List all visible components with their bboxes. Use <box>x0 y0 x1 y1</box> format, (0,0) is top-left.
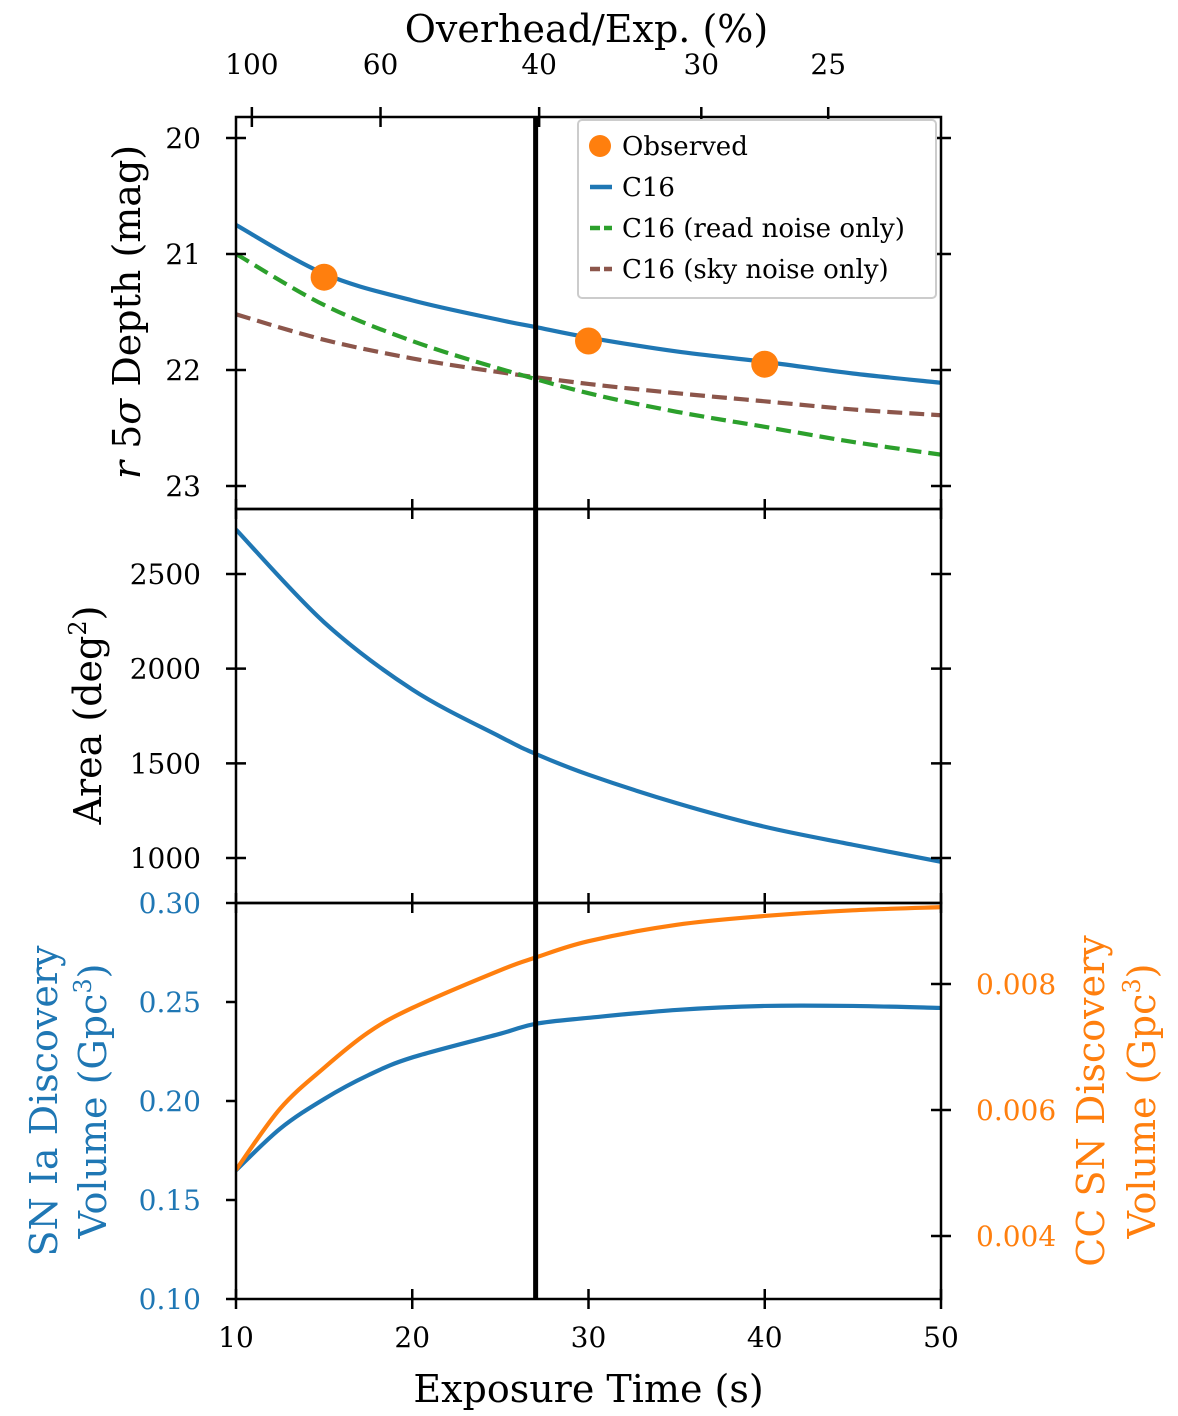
series-line-read-noise <box>236 252 941 457</box>
series-line-snia-volume <box>236 1003 941 1172</box>
observed-point-1 <box>310 263 338 291</box>
series-line-cc-volume <box>236 905 941 1172</box>
area-y-tick-label: 1500 <box>130 747 201 780</box>
area-y-tick-label: 2000 <box>130 653 201 686</box>
depth-y-label-r: r <box>105 458 149 479</box>
depth-y-label-rest: Depth (mag) <box>105 145 149 399</box>
depth-y-label-sigma: σ <box>105 398 149 425</box>
top-tick-label: 25 <box>810 48 846 81</box>
volume-left-tick-label: 0.15 <box>139 1184 201 1217</box>
volume-left-label-line2: Volume (Gpc3) <box>69 964 115 1240</box>
top-axis-label: Overhead/Exp. (%) <box>405 7 768 51</box>
volume-right-tick-label: 0.008 <box>976 968 1056 1001</box>
area-panel-frame <box>234 507 943 905</box>
legend-marker-observed <box>589 135 611 157</box>
volume-right-tick-label: 0.006 <box>976 1094 1056 1127</box>
x-tick-label: 20 <box>394 1321 430 1354</box>
observed-point-2 <box>575 327 602 355</box>
observed-point-3 <box>751 350 779 378</box>
legend: Observed C16 C16 (read noise only) C16 (sky… <box>577 119 937 299</box>
legend-label-c16: C16 <box>622 173 675 203</box>
volume-left-tick-label: 0.30 <box>139 887 201 920</box>
volume-left-label-line1: SN Ia Discovery <box>22 945 66 1257</box>
volume-left-tick-label: 0.10 <box>139 1283 201 1316</box>
x-tick-label: 10 <box>218 1321 254 1354</box>
legend-label-read: C16 (read noise only) <box>622 214 905 244</box>
area-y-axis-label: Area (deg2) <box>64 606 110 826</box>
x-tick-label: 40 <box>747 1321 783 1354</box>
area-y-label-main: Area (deg <box>66 636 110 826</box>
area-y-tick-label: 2500 <box>130 558 201 591</box>
top-tick-label: 100 <box>225 48 278 81</box>
area-y-label-close: ) <box>66 606 110 621</box>
top-tick-label: 30 <box>683 48 719 81</box>
area-y-label-sup: 2 <box>64 620 92 635</box>
legend-label-observed: Observed <box>622 132 748 162</box>
depth-y-tick-label: 21 <box>165 238 201 271</box>
series-line-c16 <box>236 223 941 385</box>
x-tick-label: 50 <box>923 1321 959 1354</box>
x-axis-label: Exposure Time (s) <box>413 1367 763 1411</box>
depth-y-tick-label: 20 <box>165 122 201 155</box>
legend-box <box>577 119 937 299</box>
depth-y-tick-label: 22 <box>165 354 201 387</box>
volume-right-tick-label: 0.004 <box>976 1220 1056 1253</box>
series-line-sky-noise <box>236 312 941 418</box>
top-tick-label: 40 <box>521 48 557 81</box>
top-tick-label: 60 <box>363 48 399 81</box>
legend-label-sky: C16 (sky noise only) <box>622 255 889 285</box>
x-tick-label: 30 <box>571 1321 607 1354</box>
series-line-area <box>236 528 941 864</box>
volume-right-label-line2: Volume (Gpc3) <box>1118 964 1164 1240</box>
volume-panel-frame <box>234 901 943 1301</box>
depth-y-tick-label: 23 <box>165 470 201 503</box>
volume-right-label-line1: CC SN Discovery <box>1069 935 1113 1267</box>
volume-left-tick-label: 0.25 <box>139 986 201 1019</box>
area-y-tick-label: 1000 <box>130 842 201 875</box>
depth-y-axis-label: r 5σ Depth (mag) <box>105 145 149 479</box>
depth-y-label-5: 5 <box>105 425 149 461</box>
volume-left-tick-label: 0.20 <box>139 1085 201 1118</box>
